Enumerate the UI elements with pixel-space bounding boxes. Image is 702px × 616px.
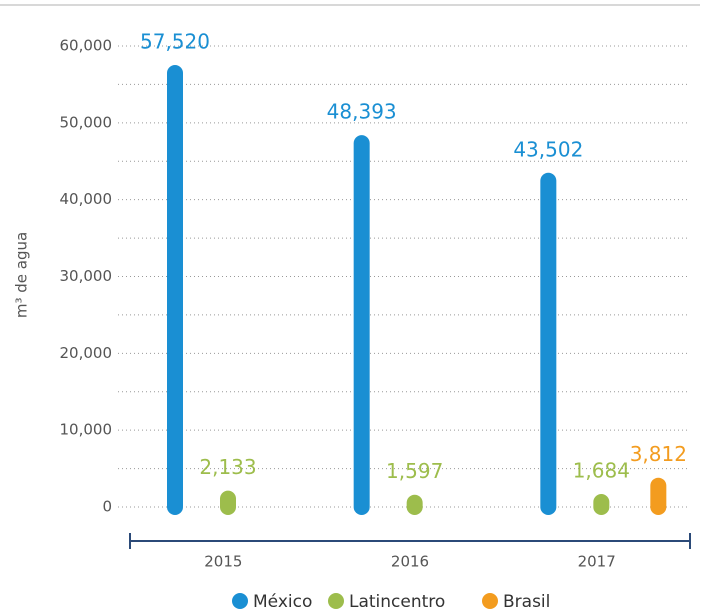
value-label: 2,133: [199, 455, 256, 479]
bar: [540, 172, 557, 515]
x-tick-label: 2017: [578, 553, 616, 571]
legend-swatch: [232, 593, 248, 609]
legend-label: México: [253, 592, 312, 612]
value-label: 43,502: [513, 137, 583, 161]
value-label: 48,393: [327, 100, 397, 124]
x-tick-label: 2015: [204, 553, 242, 571]
value-label: 57,520: [140, 30, 210, 54]
y-tick-label: 60,000: [60, 37, 113, 55]
legend-swatch: [328, 593, 344, 609]
bar: [353, 135, 370, 515]
bar: [406, 494, 423, 515]
bar: [650, 477, 667, 515]
value-label: 3,812: [630, 442, 687, 466]
x-tick-label: 2016: [391, 553, 429, 571]
y-tick-label: 0: [102, 498, 112, 516]
y-tick-label: 10,000: [60, 421, 113, 439]
legend-label: Latincentro: [349, 592, 445, 612]
y-tick-label: 50,000: [60, 113, 113, 131]
y-tick-label: 20,000: [60, 344, 113, 362]
legend-swatch: [482, 593, 498, 609]
legend-label: Brasil: [503, 592, 550, 612]
y-tick-label: 40,000: [60, 190, 113, 208]
y-axis-label: m³ de agua: [13, 232, 31, 318]
y-tick-label: 30,000: [60, 267, 113, 285]
bar: [167, 65, 183, 516]
bar: [220, 490, 236, 515]
value-label: 1,684: [573, 459, 630, 483]
bar: [593, 494, 610, 515]
value-label: 1,597: [386, 459, 443, 483]
